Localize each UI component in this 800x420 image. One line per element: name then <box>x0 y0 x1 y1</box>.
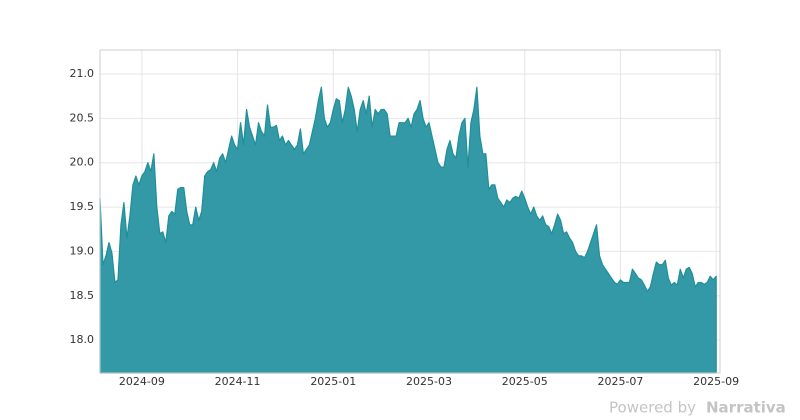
y-tick-label: 18.5 <box>70 289 95 302</box>
watermark-prefix: Powered by <box>609 399 696 417</box>
area <box>99 86 717 374</box>
x-tick-label: 2025-05 <box>502 375 548 388</box>
y-tick-label: 19.0 <box>70 244 95 257</box>
x-tick-label: 2025-03 <box>406 375 452 388</box>
y-tick-label: 18.0 <box>70 333 95 346</box>
x-tick-label: 2024-09 <box>119 375 165 388</box>
watermark-brand: Narrativa <box>706 399 786 417</box>
y-tick-label: 20.5 <box>70 111 95 124</box>
x-tick-label: 2025-07 <box>597 375 643 388</box>
plot-frame <box>99 49 721 374</box>
y-tick-label: 19.5 <box>70 200 95 213</box>
x-tick-label: 2024-11 <box>215 375 261 388</box>
y-tick-label: 20.0 <box>70 156 95 169</box>
x-tick-label: 2025-09 <box>693 375 739 388</box>
y-tick-label: 21.0 <box>70 67 95 80</box>
x-tick-label: 2025-01 <box>310 375 356 388</box>
